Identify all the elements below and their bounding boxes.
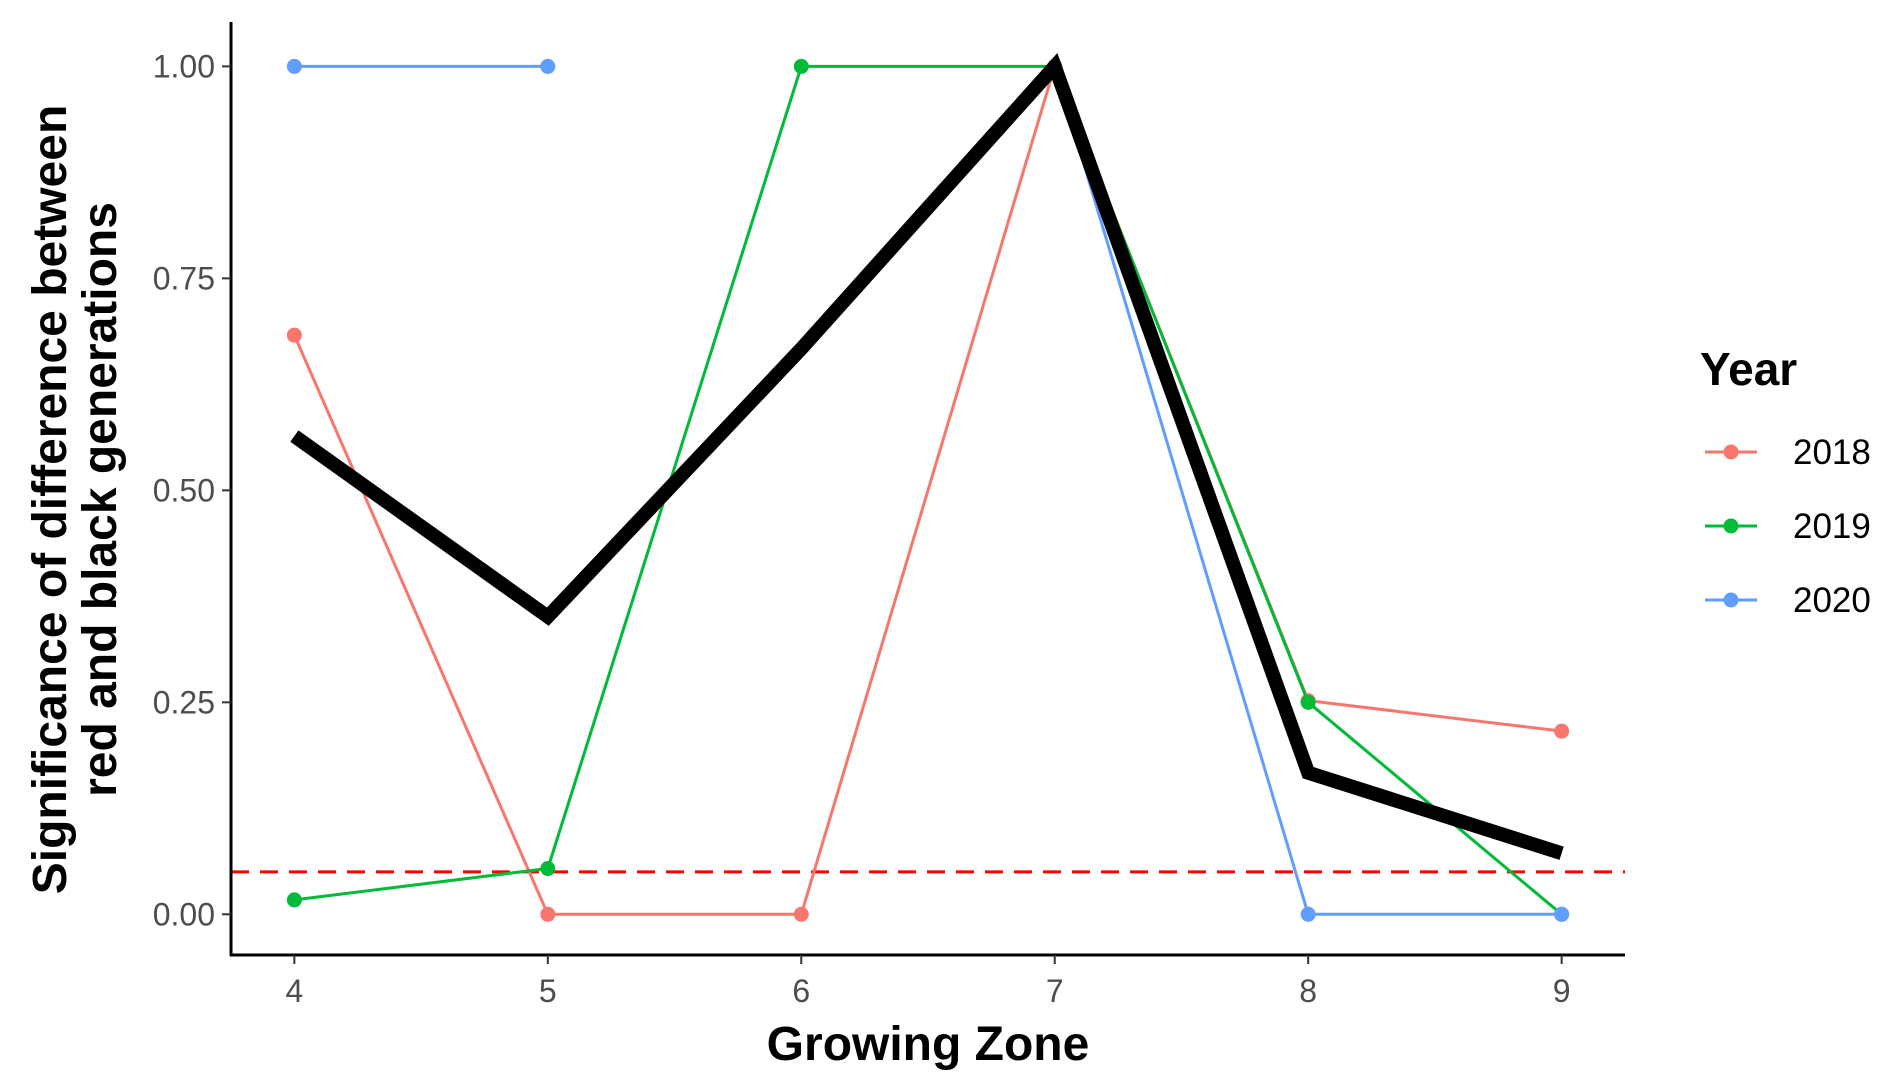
legend-title: Year <box>1700 343 1797 395</box>
x-tick-label: 8 <box>1299 973 1317 1009</box>
legend-label: 2018 <box>1793 433 1871 472</box>
x-tick-label: 7 <box>1046 973 1064 1009</box>
series-line <box>1053 65 1562 916</box>
legend: Year 2018 2019 2020 <box>1700 343 1871 620</box>
legend-key-point <box>1723 444 1739 460</box>
data-point <box>540 58 556 74</box>
data-point <box>286 327 302 343</box>
series-line <box>292 64 1562 916</box>
data-point <box>540 906 556 922</box>
x-tick-label: 6 <box>792 973 810 1009</box>
y-tick-label: 0.00 <box>153 896 215 932</box>
y-axis-title-line: Significance of difference between <box>24 105 77 895</box>
y-tick-label: 0.50 <box>153 472 215 508</box>
plot-area <box>231 52 1625 922</box>
data-point <box>793 906 809 922</box>
data-point <box>1300 694 1316 710</box>
series-line <box>294 64 1563 916</box>
axes: 0.00 0.25 0.50 0.75 1.00 4 5 6 7 8 9 <box>153 22 1625 1009</box>
data-point <box>1300 906 1316 922</box>
data-point <box>286 892 302 908</box>
data-point <box>1554 906 1570 922</box>
x-tick-label: 4 <box>285 973 303 1009</box>
y-tick-label: 0.75 <box>153 260 215 296</box>
legend-label: 2019 <box>1793 507 1871 546</box>
mean-line <box>290 52 1564 860</box>
x-tick-label: 5 <box>539 973 557 1009</box>
y-tick-label: 0.25 <box>153 684 215 720</box>
legend-label: 2020 <box>1793 581 1871 620</box>
x-axis-title: Growing Zone <box>767 1018 1090 1071</box>
legend-key-point <box>1723 592 1739 608</box>
x-tick-label: 9 <box>1553 973 1571 1009</box>
legend-item-2019: 2019 <box>1705 507 1871 546</box>
legend-item-2018: 2018 <box>1705 433 1871 472</box>
y-axis-title: Significance of difference betweenred an… <box>24 105 127 895</box>
legend-item-2020: 2020 <box>1705 581 1871 620</box>
y-axis-title-line: red and black generations <box>74 202 127 797</box>
legend-key-point <box>1723 518 1739 534</box>
data-point <box>286 58 302 74</box>
y-tick-label: 1.00 <box>153 48 215 84</box>
data-point <box>540 861 556 877</box>
data-point <box>1554 723 1570 739</box>
data-point <box>793 58 809 74</box>
